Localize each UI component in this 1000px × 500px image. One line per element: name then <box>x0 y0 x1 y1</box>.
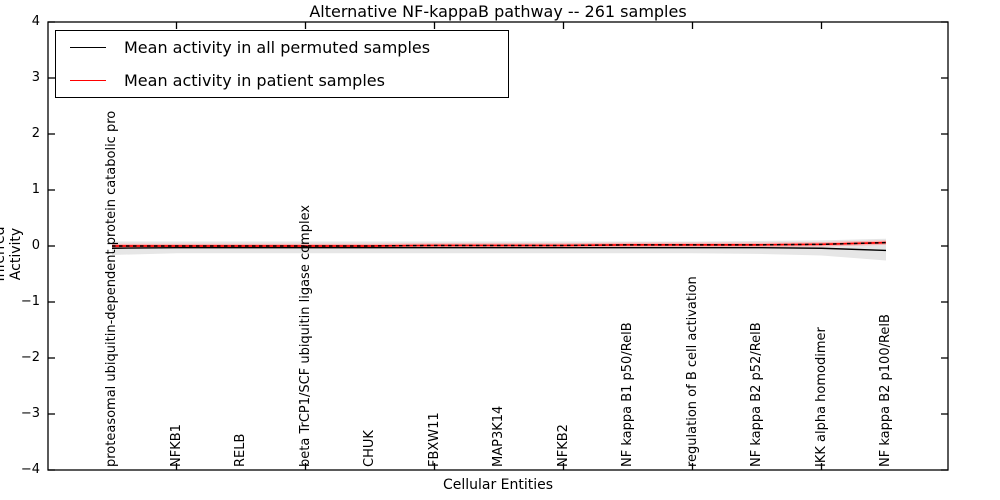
legend-item-patient: Mean activity in patient samples <box>56 64 508 97</box>
y-tick-label: −3 <box>20 406 40 421</box>
y-axis-label: Inferred Activity <box>0 226 24 282</box>
legend-box: Mean activity in all permuted samples Me… <box>55 30 509 98</box>
y-tick-label: 2 <box>31 126 40 141</box>
x-tick-label: IKK alpha homodimer <box>813 327 829 467</box>
y-tick-label: 3 <box>31 70 40 85</box>
black-line-icon <box>70 47 106 48</box>
x-axis-label: Cellular Entities <box>442 477 554 493</box>
y-tick-label: −1 <box>20 294 40 309</box>
x-tick-label: NF kappa B2 p100/RelB <box>878 314 893 467</box>
x-tick-label: RELB <box>233 433 248 467</box>
x-tick-label: NFKB2 <box>555 424 571 467</box>
legend-item-permuted: Mean activity in all permuted samples <box>56 31 508 64</box>
dashed-overlay-line <box>112 241 887 247</box>
x-tick-label: NFKB1 <box>168 424 184 467</box>
x-tick-label: beta TrCP1/SCF ubiquitin ligase complex <box>297 204 313 467</box>
band-permuted <box>112 238 886 261</box>
permuted-mean-line <box>111 246 887 252</box>
legend-label: Mean activity in patient samples <box>124 71 385 90</box>
x-tick-label: NF kappa B2 p52/RelB <box>749 322 764 467</box>
red-line-icon <box>70 80 106 81</box>
chart-title: Alternative NF-kappaB pathway -- 261 sam… <box>309 2 687 21</box>
x-tick-label: regulation of B cell activation <box>684 276 700 467</box>
x-tick-label: MAP3K14 <box>491 405 506 467</box>
x-tick-label: proteasomal ubiquitin-dependent protein … <box>104 110 119 467</box>
x-tick-label: NF kappa B1 p50/RelB <box>620 322 635 467</box>
y-tick-label: −4 <box>20 462 40 477</box>
y-tick-label: 4 <box>31 14 40 29</box>
x-tick-label: FBXW11 <box>426 412 442 467</box>
y-tick-label: 1 <box>31 182 40 197</box>
legend-label: Mean activity in all permuted samples <box>124 38 431 57</box>
y-tick-label: −2 <box>20 350 40 365</box>
x-tick-label: CHUK <box>362 430 377 467</box>
y-tick-label: 0 <box>31 238 40 253</box>
